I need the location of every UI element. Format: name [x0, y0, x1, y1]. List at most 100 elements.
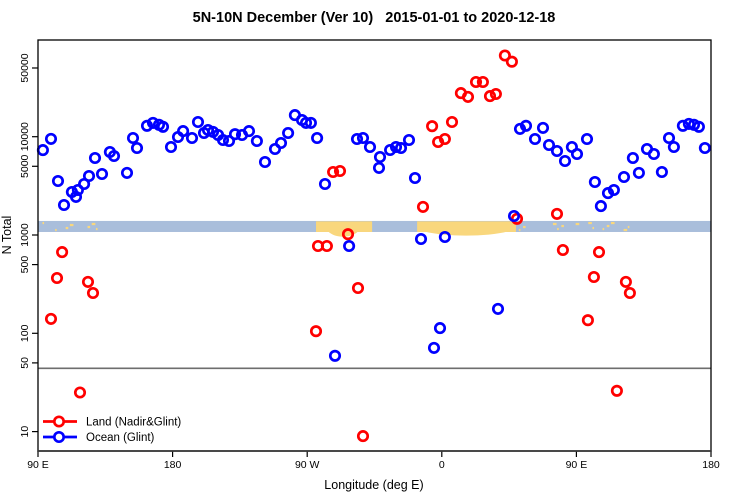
- x-tick-label: 180: [164, 459, 182, 471]
- ocean-point: [542, 138, 556, 152]
- land-point: [461, 90, 475, 103]
- land-point: [356, 430, 370, 443]
- plot-layers: 50000 10000 5000 1000 500 100 50 10 90 E 180 90 W 0…: [19, 49, 720, 471]
- legend: Land (Nadir&Glint) Ocean (Glint): [43, 415, 181, 444]
- ocean-point: [389, 140, 403, 154]
- x-tick-label: 0: [439, 459, 445, 471]
- land-point: [581, 314, 594, 327]
- plot-border: [37, 39, 712, 452]
- ocean-point: [44, 132, 58, 145]
- ocean-point: [372, 161, 386, 174]
- ocean-point: [350, 132, 364, 146]
- land-point: [489, 87, 502, 101]
- ocean-point: [519, 119, 533, 132]
- land-point: [505, 55, 518, 68]
- land-point: [438, 132, 451, 146]
- ocean-point: [550, 144, 564, 158]
- ocean-point: [242, 125, 256, 138]
- ocean-point: [513, 122, 527, 135]
- band-orange-speckle: [592, 226, 595, 230]
- band-orange-speckle: [523, 225, 526, 229]
- ocean-point: [363, 140, 377, 154]
- ocean-point: [536, 121, 550, 134]
- ocean-point: [95, 167, 109, 181]
- ocean-point: [394, 141, 408, 155]
- ocean-point: [164, 140, 178, 154]
- ocean-point: [632, 166, 645, 179]
- land-point: [81, 275, 95, 288]
- band-orange-speckle: [588, 221, 592, 225]
- y-tick-label: 5000: [19, 154, 31, 178]
- y-tick-label: 10: [19, 426, 31, 438]
- ocean-point: [433, 322, 447, 335]
- land-point: [610, 384, 623, 397]
- x-axis-title: Longitude (deg E): [324, 478, 423, 492]
- x-tick-label: 90 W: [295, 459, 320, 471]
- land-point: [445, 115, 459, 129]
- highlight-band: [38, 220, 711, 232]
- legend-ocean-marker-icon: [52, 430, 66, 444]
- land-point: [86, 286, 100, 300]
- band-orange-speckle: [55, 228, 57, 232]
- ocean-point: [570, 147, 584, 161]
- ocean-point: [617, 170, 631, 184]
- ocean-point: [126, 131, 140, 145]
- y-tick-label: 1000: [19, 223, 31, 247]
- ocean-point: [156, 120, 170, 133]
- ocean-point: [626, 151, 639, 165]
- band-orange-speckle: [95, 227, 98, 231]
- band-orange-speckle: [552, 222, 557, 226]
- ocean-point: [318, 177, 332, 191]
- land-point: [469, 75, 483, 89]
- y-tick-label: 50: [19, 357, 31, 369]
- land-point: [333, 164, 347, 178]
- ocean-point: [304, 116, 317, 129]
- ocean-point: [258, 155, 272, 169]
- band-orange-speckle: [602, 227, 605, 231]
- band-orange-speckle: [42, 221, 45, 225]
- land-point: [556, 243, 569, 257]
- band-orange-speckle: [610, 221, 615, 225]
- band-orange-speckle: [69, 223, 74, 227]
- ocean-point: [408, 171, 422, 185]
- ocean-point: [655, 165, 668, 179]
- ocean-point: [343, 239, 356, 253]
- land-point: [476, 75, 489, 89]
- x-tick-label: 90 E: [566, 459, 588, 471]
- land-point: [309, 325, 323, 338]
- ocean-point: [88, 151, 102, 165]
- ocean-point: [216, 133, 230, 147]
- land-point: [341, 228, 355, 241]
- land-point: [50, 271, 64, 285]
- y-tick-label: 500: [19, 256, 31, 274]
- land-point: [73, 386, 87, 399]
- ocean-point: [558, 154, 572, 168]
- ocean-point: [71, 183, 84, 197]
- ocean-point: [36, 144, 49, 157]
- ocean-point: [528, 132, 542, 146]
- ocean-point: [82, 169, 96, 183]
- band-orange-dip: [424, 231, 508, 236]
- band-orange-speckle: [606, 224, 610, 228]
- ocean-point: [662, 131, 676, 145]
- band-orange-speckle: [575, 222, 580, 226]
- band-orange-speckle: [518, 228, 521, 232]
- ocean-point: [107, 149, 121, 163]
- x-tick-label: 90 E: [27, 459, 49, 471]
- ocean-point: [57, 198, 71, 212]
- band-orange-speckle: [91, 222, 96, 226]
- ocean-point: [250, 134, 263, 148]
- ocean-point: [177, 125, 190, 138]
- ocean-point: [191, 115, 205, 129]
- legend-land-label: Land (Nadir&Glint): [86, 417, 181, 429]
- ocean-point: [146, 116, 160, 129]
- chart-title: 5N-10N December (Ver 10) 2015-01-01 to 2…: [193, 10, 556, 26]
- ocean-point: [185, 131, 199, 145]
- ocean-point: [373, 150, 387, 164]
- legend-entry-ocean: Ocean (Glint): [43, 430, 155, 444]
- x-tick-label: 180: [702, 459, 720, 471]
- land-point: [623, 286, 636, 300]
- band-orange-speckle: [557, 227, 559, 231]
- ocean-point: [274, 136, 288, 150]
- ocean-point: [491, 302, 505, 315]
